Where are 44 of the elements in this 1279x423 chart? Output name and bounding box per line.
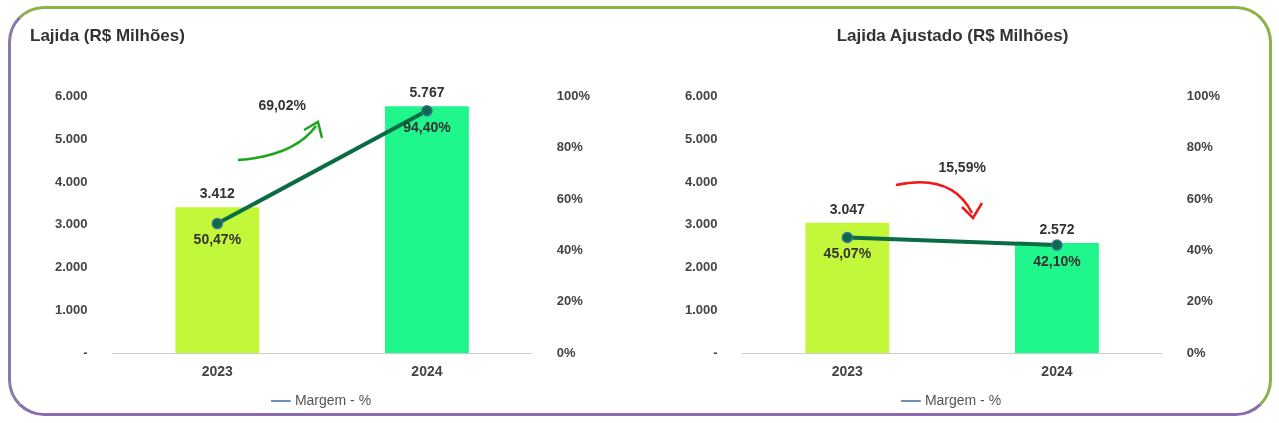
- y-tick-label: 3.000: [684, 216, 718, 232]
- annotation: 15,59%: [938, 158, 987, 175]
- data-label: 45,07%: [823, 245, 872, 262]
- data-label: 3.412: [199, 185, 236, 202]
- legend-label: Margem - %: [294, 391, 372, 408]
- x-tick-label: 2024: [411, 363, 443, 380]
- y-tick-label: 5.000: [684, 130, 718, 146]
- y2-tick-label: 0%: [1186, 344, 1206, 360]
- y-tick-label: 6.000: [54, 87, 88, 103]
- x-tick-label: 2023: [831, 363, 864, 380]
- y-tick-label: 1.000: [684, 301, 718, 317]
- data-label: 2.572: [1039, 220, 1075, 237]
- legend-label: Margem - %: [924, 391, 1002, 408]
- y-tick-label: 2.000: [684, 259, 718, 275]
- y2-tick-label: 80%: [1186, 139, 1214, 155]
- y-tick-label: 4.000: [54, 173, 88, 189]
- chart-title: Lajida Ajustado (R$ Milhões): [836, 25, 1069, 45]
- x-tick-label: 2023: [201, 363, 234, 380]
- data-label: 50,47%: [193, 231, 242, 248]
- y-tick-label: 1.000: [54, 301, 88, 317]
- y-tick-label: 2.000: [54, 259, 88, 275]
- y2-tick-label: 20%: [556, 293, 584, 309]
- y2-tick-label: 40%: [556, 242, 584, 258]
- y2-tick-label: 0%: [556, 344, 576, 360]
- y2-tick-label: 60%: [1186, 190, 1214, 206]
- data-label: 3.047: [829, 200, 866, 217]
- y-tick-label: -: [83, 344, 88, 360]
- data-label: 5.767: [409, 84, 445, 101]
- y-tick-label: 5.000: [54, 130, 88, 146]
- x-tick-label: 2024: [1041, 363, 1073, 380]
- annotation: 69,02%: [258, 97, 307, 114]
- chart-title: Lajida (R$ Milhões): [30, 25, 185, 45]
- y2-tick-label: 40%: [1186, 242, 1214, 258]
- y2-tick-label: 100%: [1186, 87, 1221, 103]
- data-label: 94,40%: [403, 118, 452, 135]
- y2-tick-label: 80%: [556, 139, 584, 155]
- y-tick-label: 4.000: [684, 173, 718, 189]
- y2-tick-label: 60%: [556, 190, 584, 206]
- y2-tick-label: 100%: [556, 87, 591, 103]
- data-label: 42,10%: [1033, 252, 1082, 269]
- y-tick-label: -: [713, 344, 718, 360]
- y2-tick-label: 20%: [1186, 293, 1214, 309]
- y-tick-label: 6.000: [684, 87, 718, 103]
- y-tick-label: 3.000: [54, 216, 88, 232]
